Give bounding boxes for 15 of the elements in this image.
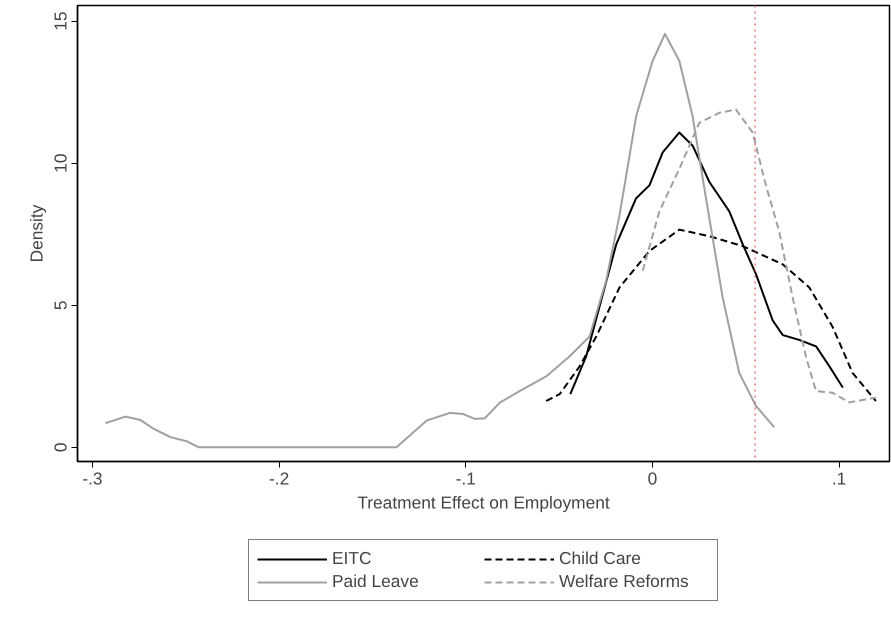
x-tick-label: 0	[648, 468, 658, 488]
y-tick-label: 0	[50, 442, 70, 452]
y-tick-label: 15	[50, 11, 70, 31]
legend-label: Child Care	[559, 548, 642, 569]
y-tick-label: 10	[50, 154, 70, 173]
y-tick-label: 5	[50, 300, 70, 310]
x-tick-label: -.2	[268, 468, 290, 488]
x-axis-title: Treatment Effect on Employment	[357, 492, 610, 512]
x-tick-label: -.3	[82, 468, 103, 488]
x-tick-label: -.1	[456, 468, 476, 488]
legend-label: Paid Leave	[332, 571, 420, 592]
legend-label: Welfare Reforms	[559, 571, 690, 592]
legend-label: EITC	[332, 548, 372, 569]
y-axis-title: Density	[26, 204, 46, 262]
x-tick-label: .1	[832, 468, 846, 488]
